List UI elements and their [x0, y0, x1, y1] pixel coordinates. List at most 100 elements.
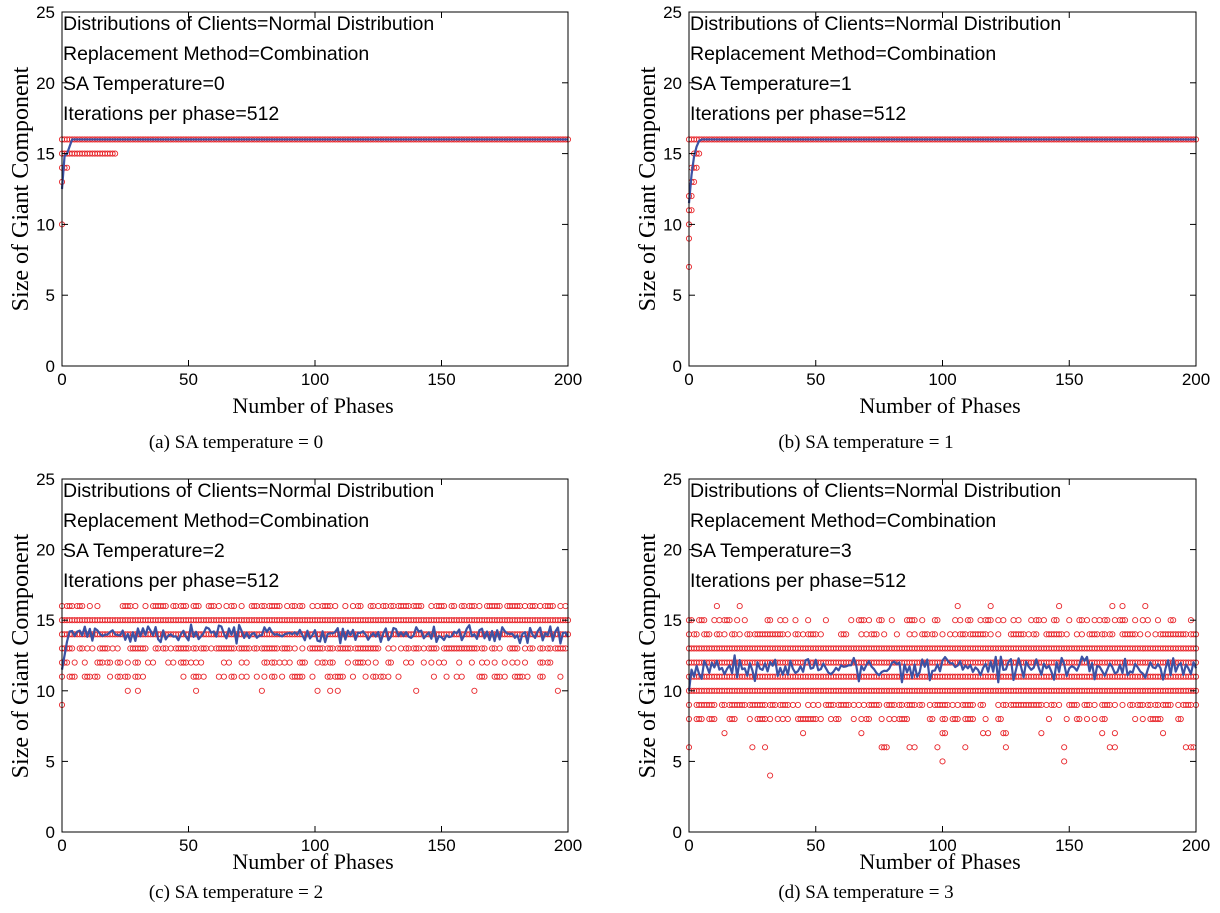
data-point: [124, 687, 131, 694]
data-point: [139, 645, 147, 652]
chart-panel-a: 0 50 100 150 200 0 5 10 15 20 25 Distributions of C…: [8, 3, 582, 453]
data-point: [878, 715, 885, 723]
data-point: [1048, 701, 1055, 708]
data-point: [193, 603, 200, 610]
data-point: [919, 617, 926, 624]
data-point: [66, 645, 73, 652]
data-point: [198, 659, 205, 666]
data-point: [276, 659, 283, 666]
data-point: [281, 659, 288, 666]
data-point: [721, 631, 728, 638]
data-point: [101, 645, 109, 652]
data-point: [440, 603, 448, 610]
data-point: [784, 715, 791, 723]
y-tick-label: 5: [673, 752, 682, 771]
data-point: [926, 715, 933, 723]
series-mean-line: [60, 138, 568, 190]
data-point: [1137, 701, 1144, 708]
data-point: [980, 730, 987, 737]
data-point: [822, 617, 829, 624]
panel-caption: (b) SA temperature = 1: [778, 432, 953, 453]
x-axis-label: Number of Phases: [859, 849, 1020, 874]
data-point: [1170, 617, 1177, 624]
data-point: [1091, 631, 1098, 638]
data-point: [162, 603, 169, 610]
data-point: [926, 701, 933, 708]
data-point: [385, 645, 392, 652]
data-point: [403, 659, 410, 666]
data-point: [150, 659, 157, 666]
data-point: [1182, 744, 1189, 751]
data-point: [744, 631, 751, 638]
data-point: [537, 673, 544, 680]
data-point: [729, 631, 736, 638]
data-point: [800, 631, 807, 638]
data-point: [494, 673, 501, 680]
data-point: [883, 744, 890, 751]
data-point: [69, 673, 76, 680]
data-point: [1063, 631, 1070, 638]
data-point: [716, 617, 723, 624]
data-point: [327, 659, 334, 666]
data-point: [132, 659, 139, 666]
data-point: [1167, 701, 1174, 708]
data-point: [731, 715, 738, 723]
data-point: [299, 673, 306, 680]
data-point: [782, 701, 789, 708]
x-tick-label: 0: [57, 370, 66, 389]
data-point: [1099, 631, 1106, 638]
data-point: [562, 603, 569, 610]
data-point: [954, 701, 961, 708]
data-point: [344, 645, 351, 652]
x-tick-label: 0: [57, 836, 66, 855]
data-point: [230, 603, 238, 610]
data-point: [182, 645, 190, 652]
data-point: [271, 645, 278, 652]
data-point: [1109, 603, 1116, 610]
data-point: [995, 617, 1002, 624]
data-point: [529, 603, 536, 610]
data-point: [723, 617, 731, 624]
data-point: [949, 701, 956, 708]
y-tick-label: 0: [673, 357, 682, 376]
data-point: [693, 164, 700, 171]
data-point: [380, 603, 387, 610]
series-mean-line: [687, 138, 1196, 204]
data-point: [289, 603, 296, 610]
data-point: [324, 673, 331, 680]
data-point: [438, 603, 445, 610]
data-point: [1104, 701, 1111, 708]
x-tick-label: 0: [684, 836, 693, 855]
data-point: [873, 631, 880, 638]
data-point: [708, 715, 715, 723]
data-point: [792, 631, 799, 638]
data-point: [433, 645, 440, 652]
data-point: [451, 603, 458, 610]
data-point: [1061, 744, 1068, 751]
data-point: [299, 659, 306, 666]
data-point: [440, 659, 448, 666]
data-point: [987, 617, 994, 624]
data-point: [931, 617, 938, 624]
chart-panel-b: 0 50 100 150 200 0 5 10 15 20 25 Distributions of C…: [635, 3, 1210, 453]
data-point: [1000, 617, 1007, 624]
data-point: [89, 645, 96, 652]
data-point: [1111, 617, 1118, 624]
y-tick-label: 0: [46, 823, 55, 842]
annotation-line: Iterations per phase=512: [690, 570, 906, 592]
data-point: [79, 603, 86, 610]
data-point: [243, 645, 250, 652]
data-point: [959, 631, 966, 638]
data-point: [848, 617, 855, 624]
data-point: [865, 715, 873, 723]
data-point: [817, 631, 824, 638]
data-point: [891, 715, 898, 723]
data-point: [789, 701, 796, 708]
data-point: [954, 603, 961, 610]
data-point: [208, 603, 215, 610]
data-point: [1033, 617, 1040, 624]
data-point: [496, 645, 503, 652]
y-tick-label: 15: [36, 611, 55, 630]
data-point: [276, 603, 283, 610]
data-point: [114, 673, 121, 680]
